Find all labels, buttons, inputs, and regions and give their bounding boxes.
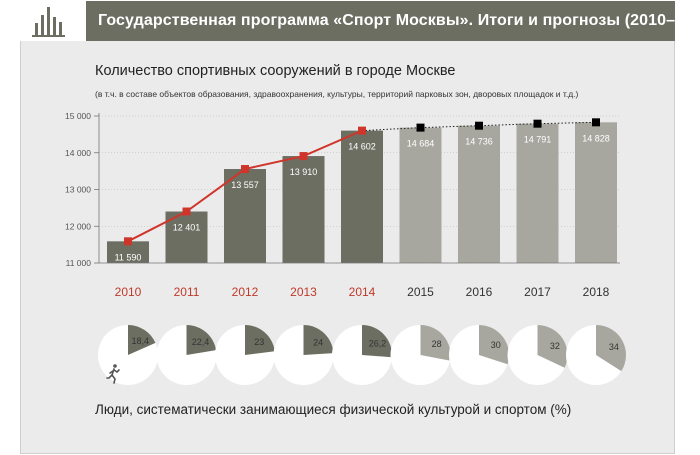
year-label: 2016 — [466, 285, 493, 299]
pie-slice — [596, 325, 626, 372]
pie-slice — [128, 325, 156, 355]
pie-value-label: 22,4 — [192, 337, 210, 347]
bar-value-label: 14 736 — [465, 137, 493, 147]
pie-value-label: 34 — [609, 342, 619, 352]
y-tick-label: 11 000 — [66, 258, 92, 268]
year-label: 2013 — [290, 285, 317, 299]
forecast-marker — [475, 121, 483, 130]
pie-slice — [245, 325, 275, 355]
year-label: 2012 — [232, 285, 259, 299]
trend-marker — [299, 152, 308, 161]
pie-slice — [303, 325, 334, 355]
trend-marker — [182, 207, 191, 216]
pie-value-label: 26,2 — [369, 338, 387, 348]
bar — [224, 169, 266, 263]
bar — [165, 211, 208, 263]
bar — [107, 241, 149, 263]
trend-marker — [358, 126, 366, 135]
bar-value-label: 11 590 — [115, 252, 142, 262]
bar — [399, 127, 442, 263]
page-title: Государственная программа «Спорт Москвы»… — [98, 12, 700, 29]
pie-slice — [537, 325, 568, 368]
year-label: 2011 — [174, 285, 200, 299]
runner-icon — [106, 364, 120, 384]
bar — [575, 122, 617, 263]
y-tick-label: 13 000 — [65, 185, 91, 195]
forecast-marker — [416, 123, 425, 132]
bar-value-label: 13 557 — [231, 180, 259, 190]
bar-value-label: 14 602 — [348, 142, 376, 152]
chart-title: Количество спортивных сооружений в город… — [95, 63, 456, 79]
bar-value-label: 14 684 — [407, 139, 435, 149]
chart-subtitle: (в т.ч. в составе объектов образования, … — [95, 89, 579, 99]
y-tick-label: 14 000 — [65, 148, 91, 158]
pie-value-label: 30 — [491, 340, 501, 350]
bar-value-label: 14 791 — [524, 135, 552, 145]
trend-marker — [124, 237, 132, 246]
year-label: 2018 — [583, 285, 610, 299]
bar-value-label: 12 401 — [173, 223, 201, 233]
year-label: 2010 — [115, 285, 142, 299]
bar-value-label: 14 828 — [582, 133, 610, 143]
pie-value-label: 23 — [254, 337, 264, 347]
forecast-trend-line — [361, 121, 597, 132]
forecast-marker — [592, 118, 600, 127]
bar — [282, 156, 325, 263]
header-bar: Государственная программа «Спорт Москвы»… — [20, 1, 700, 41]
trend-marker — [241, 165, 249, 174]
y-tick-label: 15 000 — [65, 111, 91, 121]
pie-slice — [479, 325, 509, 365]
bar-chart-icon — [20, 1, 86, 41]
pie-section-title: Люди, систематически занимающиеся физиче… — [95, 402, 572, 417]
pie-slice — [186, 325, 217, 355]
pie-value-label: 18,4 — [132, 336, 150, 346]
year-label: 2015 — [407, 285, 434, 299]
pie-value-label: 28 — [432, 339, 442, 349]
forecast-marker — [533, 119, 542, 128]
pie-slice — [362, 325, 392, 358]
year-label: 2017 — [524, 285, 551, 299]
y-tick-label: 12 000 — [65, 221, 91, 231]
pie-value-label: 24 — [313, 338, 323, 348]
pie-slice — [420, 325, 451, 361]
bar — [341, 130, 383, 263]
bar — [458, 125, 500, 264]
year-label: 2014 — [349, 285, 376, 299]
pie-value-label: 32 — [550, 341, 560, 351]
bar-value-label: 13 910 — [290, 167, 318, 177]
bar — [516, 123, 559, 263]
